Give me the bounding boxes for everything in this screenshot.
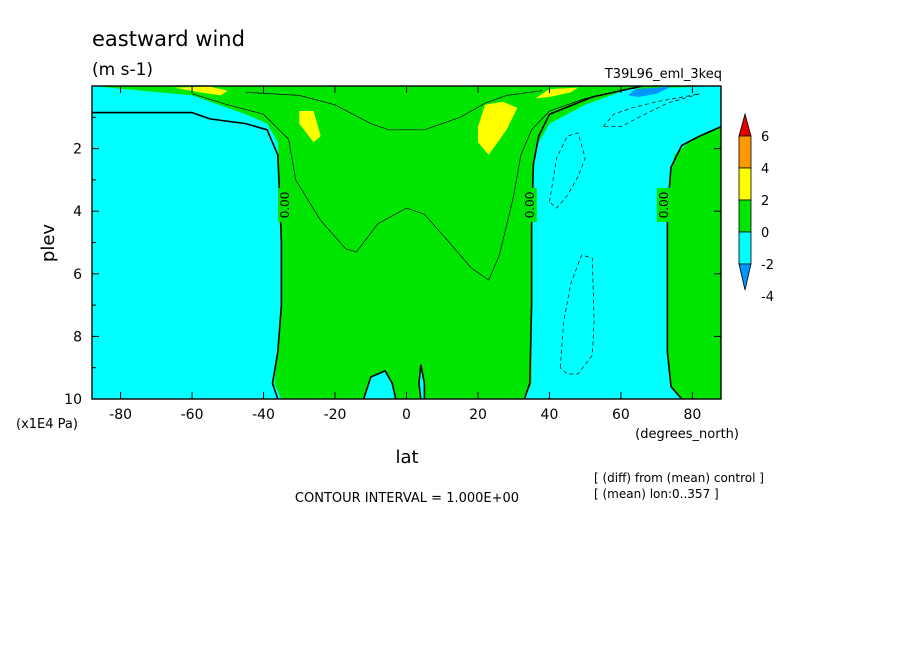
- colorbar-swatch-4: [738, 231, 752, 265]
- x-tick-label-0: -80: [109, 407, 132, 423]
- chart-units: (m s-1): [92, 60, 153, 80]
- region-0-to-2-0: [92, 86, 721, 399]
- x-tick-label-7: 60: [612, 407, 630, 423]
- colorbar-label-2: 2: [761, 194, 769, 209]
- contour-line-neg1-7: [549, 132, 586, 209]
- contour-label-2: 0.00: [657, 192, 671, 219]
- x-axis-label: lat: [395, 447, 418, 468]
- x-tick-label-4: 0: [402, 407, 411, 423]
- plot-area: 0.00 0.00 0.00 -80 -60 -40 -20 0 20 40 60 80 2 4 6 8 1…: [64, 85, 722, 423]
- y-tick-label-0: 2: [73, 142, 82, 158]
- y-tick-label-1: 4: [73, 204, 82, 220]
- colorbar: 6 4 2 0 -2 -4: [738, 112, 774, 305]
- chart-title: eastward wind: [92, 27, 245, 51]
- contour-line-1-6: [245, 90, 543, 131]
- contour-line-neg1-9: [602, 93, 700, 128]
- x-tick-label-3: -20: [324, 407, 347, 423]
- contour-label-1: 0.00: [523, 192, 537, 219]
- contour-label-bg-1: [522, 187, 537, 222]
- contour-lines: [92, 86, 721, 399]
- colorbar-label-3: 0: [761, 226, 769, 241]
- colorbar-extend-min: [738, 263, 752, 291]
- contour-line-0-0: [92, 111, 283, 399]
- region-2-to-4-4: [299, 111, 321, 143]
- colorbar-label-1: 4: [761, 162, 769, 177]
- note-diff-from-mean: [ (diff) from (mean) control ]: [594, 471, 764, 485]
- y-tick-label-3: 8: [73, 329, 82, 345]
- region--2-to-0-1: [363, 370, 396, 399]
- contour-labels: 0.00 0.00 0.00: [277, 187, 671, 222]
- contour-label-0: 0.00: [278, 192, 292, 219]
- contour-fills: [92, 86, 721, 399]
- x-axis-ticks: -80 -60 -40 -20 0 20 40 60 80: [109, 86, 701, 423]
- colorbar-swatch-2: [738, 167, 752, 201]
- y-axis-label: plev: [38, 224, 59, 263]
- region--4-to--2-8: [628, 86, 671, 97]
- contour-line-0-3: [362, 369, 397, 399]
- colorbar-label-5: -4: [761, 290, 774, 305]
- region-0-to-2-3: [667, 126, 721, 399]
- contour-label-bg-2: [656, 187, 671, 222]
- colorbar-label-4: -2: [761, 258, 774, 273]
- x-tick-label-8: 80: [683, 407, 701, 423]
- y-axis-ticks: 2 4 6 8 10: [64, 116, 721, 408]
- contour-line-neg1-8: [559, 254, 595, 375]
- run-label: T39L96_eml_3keq: [604, 67, 722, 82]
- x-tick-label-6: 40: [541, 407, 559, 423]
- region-2-to-4-5: [478, 101, 518, 155]
- y-units-label: (x1E4 Pa): [16, 417, 78, 432]
- contour-line-1-5: [191, 90, 621, 281]
- x-tick-label-5: 20: [469, 407, 487, 423]
- y-tick-label-2: 6: [73, 267, 82, 283]
- colorbar-swatch-1: [738, 135, 752, 169]
- region-2-to-4-6: [174, 86, 228, 96]
- colorbar-swatch-3: [738, 199, 752, 233]
- y-tick-label-4: 10: [64, 392, 82, 408]
- region-2-to-4-7: [535, 87, 578, 99]
- colorbar-label-0: 6: [761, 130, 769, 145]
- x-tick-label-1: -60: [181, 407, 204, 423]
- contour-line-0-4: [418, 364, 426, 399]
- x-units-label: (degrees_north): [635, 427, 739, 442]
- contour-label-bg-0: [277, 187, 292, 222]
- note-mean-lon: [ (mean) lon:0..357 ]: [594, 487, 719, 501]
- x-tick-label-2: -40: [252, 407, 275, 423]
- contour-interval-text: CONTOUR INTERVAL = 1.000E+00: [295, 491, 519, 506]
